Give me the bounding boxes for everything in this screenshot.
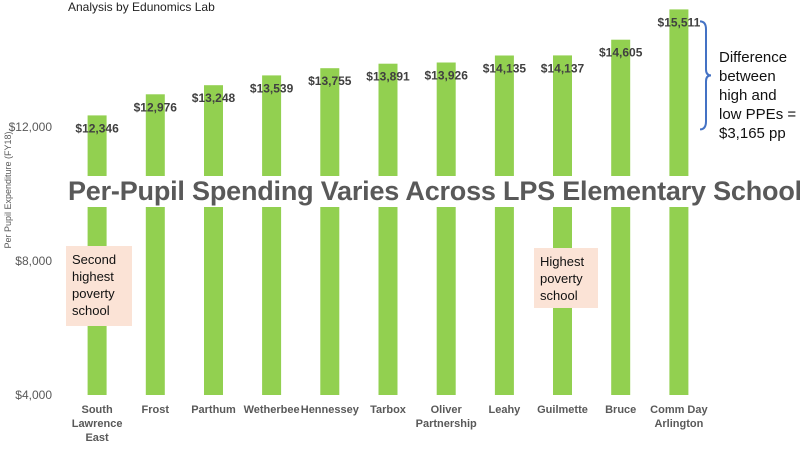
bar: [494, 55, 514, 395]
bar: [145, 94, 165, 396]
bar-value-label: $13,755: [308, 74, 352, 88]
annotation-line: school: [540, 288, 578, 303]
difference-bracket: [699, 20, 712, 131]
bar-value-label: $15,511: [658, 15, 701, 29]
y-tick-label: $12,000: [9, 120, 53, 134]
annotation-line: Highest: [540, 254, 585, 269]
annotation-difference: Difference between high and low PPEs = $…: [719, 48, 799, 143]
bar: [262, 75, 282, 396]
bar: [436, 62, 456, 395]
x-tick-label: South: [82, 404, 113, 416]
x-tick-label: Hennessey: [301, 404, 360, 416]
bar-value-label: $12,976: [134, 100, 178, 114]
x-tick-label: Tarbox: [370, 404, 407, 416]
y-tick-label: $4,000: [15, 388, 52, 402]
bar: [378, 63, 398, 395]
bar: [204, 85, 223, 395]
annotation-highest-poverty: Highest poverty school: [534, 248, 598, 308]
bar: [553, 55, 572, 396]
x-tick-label: East: [85, 432, 109, 444]
x-tick-label: Oliver: [431, 404, 463, 416]
annotation-line: Difference: [719, 49, 788, 66]
x-tick-label: Parthum: [191, 404, 236, 416]
y-tick-label: $8,000: [15, 254, 52, 268]
annotation-line: low PPEs =: [719, 106, 797, 123]
annotation-line: between: [719, 68, 776, 85]
bar-value-label: $14,137: [541, 61, 585, 75]
annotation-line: poverty: [540, 271, 583, 286]
annotation-line: Second: [72, 252, 117, 267]
x-tick-label: Partnership: [416, 418, 477, 430]
annotation-second-highest-poverty: Second highest poverty school: [66, 246, 132, 326]
annotation-line: highest: [72, 269, 114, 284]
x-tick-label: Wetherbee: [244, 404, 300, 416]
x-tick-label: Lawrence: [72, 418, 123, 430]
bar-value-label: $13,248: [192, 91, 236, 105]
chart-title: Per-Pupil Spending Varies Across LPS Ele…: [68, 176, 800, 207]
x-tick-label: Leahy: [489, 404, 522, 416]
bar-value-label: $13,891: [366, 70, 410, 84]
y-tick-labels-group: $4,000 $8,000 $12,000: [9, 120, 53, 402]
annotation-line: high and: [719, 87, 777, 104]
bar: [611, 39, 631, 395]
bar-value-label: $12,346: [75, 121, 119, 135]
x-tick-labels-group: South Lawrence East Frost Parthum Wetherbee He…: [72, 404, 709, 444]
annotation-line: poverty: [72, 286, 115, 301]
source-credit: Analysis by Edunomics Lab: [68, 0, 215, 14]
bar-value-label: $13,539: [250, 81, 294, 95]
x-tick-label: Bruce: [605, 404, 636, 416]
value-labels-group: $12,346 $12,976 $13,248 $13,539 $13,755 $13,8…: [75, 15, 700, 135]
bar-value-label: $13,926: [425, 69, 469, 83]
x-tick-label: Guilmette: [537, 404, 588, 416]
annotation-line: school: [72, 303, 110, 318]
y-axis-label: Per Pupil Expenditure (FY18): [3, 131, 13, 248]
x-tick-label: Frost: [142, 404, 170, 416]
x-tick-label: Comm Day: [650, 404, 708, 416]
bar: [320, 68, 340, 395]
x-tick-label: Arlington: [654, 418, 703, 430]
bars-group: [87, 9, 689, 396]
annotation-line: $3,165 pp: [719, 125, 786, 142]
bar-value-label: $14,605: [599, 46, 643, 60]
bar-value-label: $14,135: [483, 62, 527, 76]
